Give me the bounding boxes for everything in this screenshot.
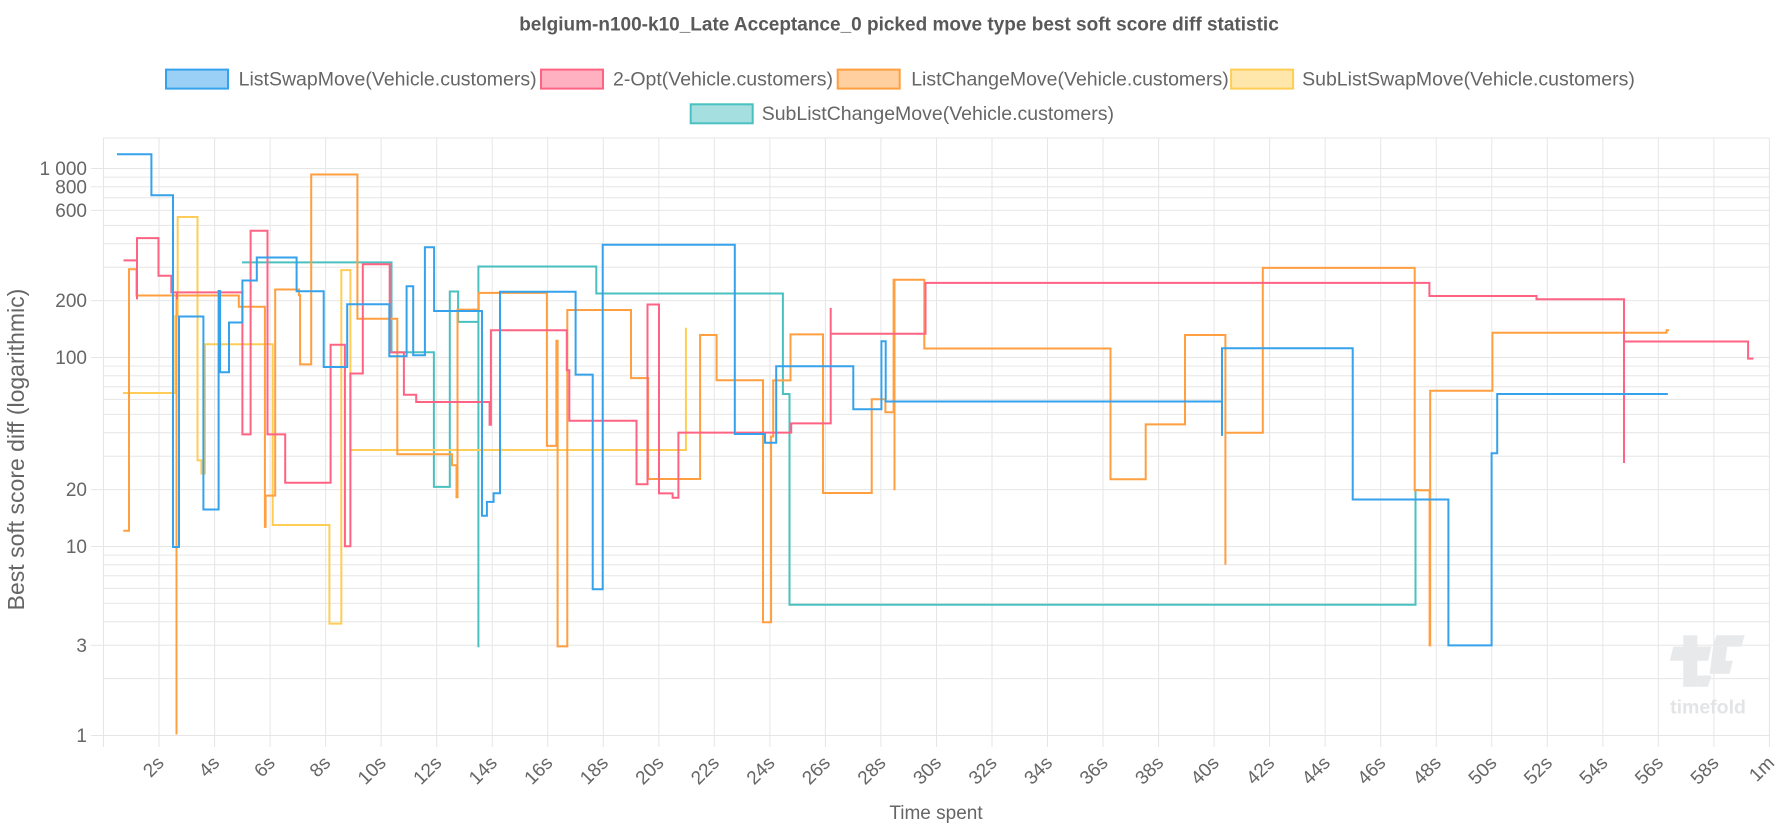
svg-text:SubListSwapMove(Vehicle.custom: SubListSwapMove(Vehicle.customers)	[1302, 69, 1635, 91]
svg-text:200: 200	[55, 291, 87, 312]
svg-text:3: 3	[76, 636, 87, 657]
svg-text:Best soft score diff (logarith: Best soft score diff (logarithmic)	[3, 289, 29, 611]
svg-text:10: 10	[66, 537, 87, 558]
svg-text:1: 1	[76, 726, 87, 747]
svg-text:SubListChangeMove(Vehicle.cust: SubListChangeMove(Vehicle.customers)	[762, 103, 1114, 125]
svg-text:ListSwapMove(Vehicle.customers: ListSwapMove(Vehicle.customers)	[239, 69, 537, 91]
svg-text:1 000: 1 000	[39, 159, 87, 180]
svg-text:belgium-n100-k10_Late Acceptan: belgium-n100-k10_Late Acceptance_0 picke…	[519, 15, 1279, 36]
svg-text:600: 600	[55, 201, 87, 222]
svg-text:ListChangeMove(Vehicle.custome: ListChangeMove(Vehicle.customers)	[911, 69, 1229, 91]
svg-text:Time spent: Time spent	[889, 803, 983, 824]
svg-text:800: 800	[55, 177, 87, 198]
svg-text:20: 20	[66, 480, 87, 501]
svg-text:2-Opt(Vehicle.customers): 2-Opt(Vehicle.customers)	[613, 69, 833, 91]
svg-text:100: 100	[55, 348, 87, 369]
svg-text:timefold: timefold	[1670, 696, 1746, 718]
